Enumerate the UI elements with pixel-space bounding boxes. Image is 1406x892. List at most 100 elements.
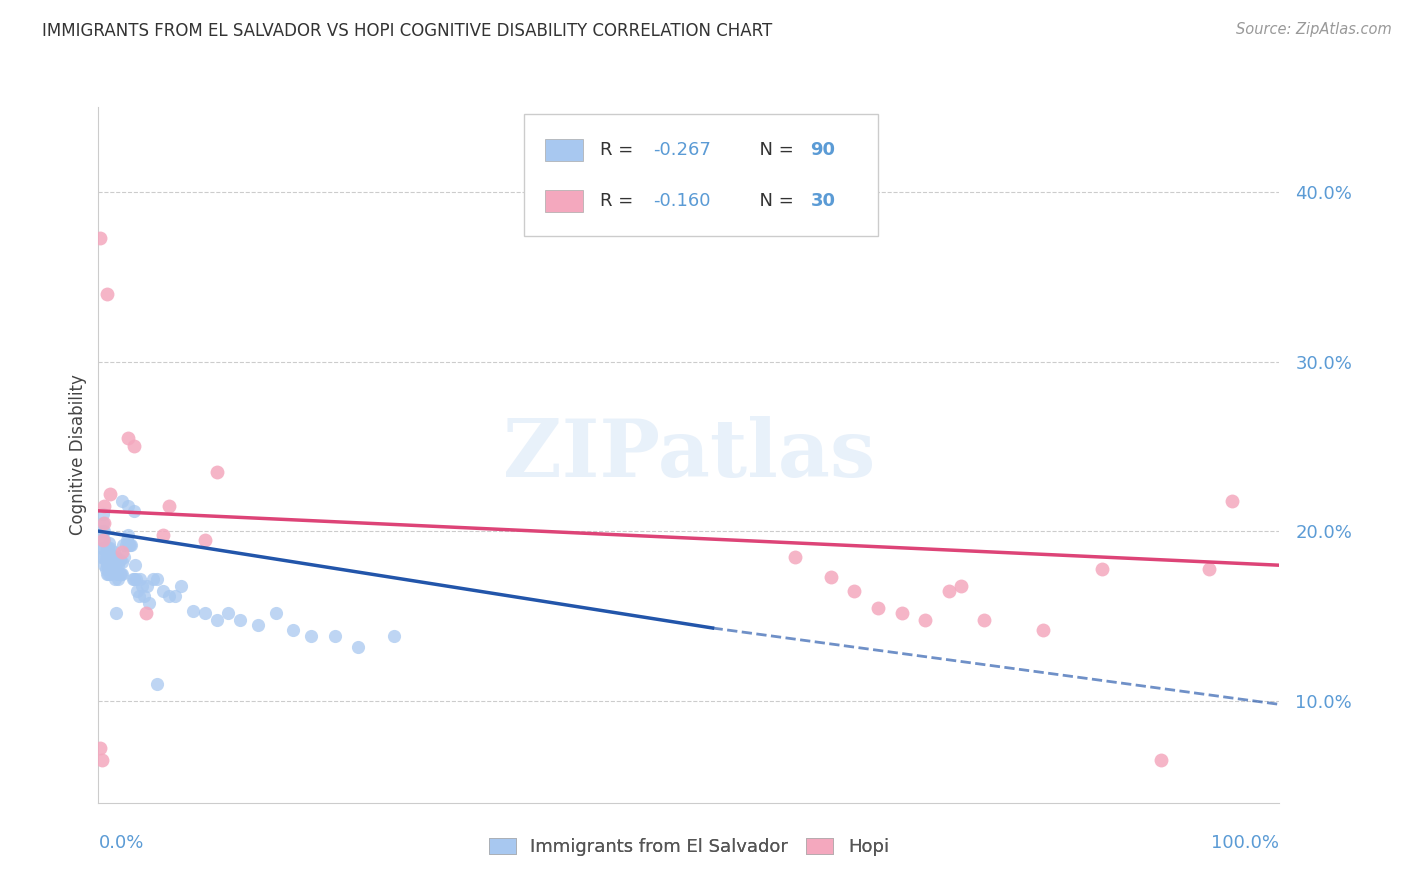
Point — [97, 558, 120, 573]
Point — [115, 533, 138, 547]
Point — [93, 541, 115, 556]
Point — [111, 566, 134, 581]
Point — [157, 499, 180, 513]
Point — [101, 561, 124, 575]
Point — [135, 606, 157, 620]
Point — [110, 566, 132, 581]
Point — [89, 741, 111, 756]
Point — [111, 544, 134, 558]
Text: 100.0%: 100.0% — [1212, 834, 1279, 852]
Point — [299, 630, 322, 644]
Point — [96, 558, 118, 573]
Point — [134, 589, 156, 603]
Text: IMMIGRANTS FROM EL SALVADOR VS HOPI COGNITIVE DISABILITY CORRELATION CHART: IMMIGRANTS FROM EL SALVADOR VS HOPI COGN… — [42, 22, 772, 40]
Point — [105, 606, 128, 620]
Point — [914, 613, 936, 627]
Point — [98, 566, 121, 581]
Point — [170, 578, 193, 592]
Point — [121, 572, 143, 586]
Point — [103, 555, 125, 569]
Point — [97, 566, 120, 581]
Point — [91, 524, 114, 539]
Point — [323, 630, 346, 644]
Point — [103, 544, 125, 558]
Point — [131, 578, 153, 592]
FancyBboxPatch shape — [523, 114, 877, 235]
Y-axis label: Cognitive Disability: Cognitive Disability — [69, 375, 87, 535]
Point — [1220, 493, 1243, 508]
Point — [114, 538, 136, 552]
Point — [108, 566, 131, 581]
Point — [93, 549, 115, 564]
Point — [283, 623, 305, 637]
Point — [127, 583, 149, 598]
Point — [347, 640, 370, 654]
Point — [785, 549, 807, 564]
Point — [98, 553, 121, 567]
Point — [104, 558, 127, 573]
Point — [97, 549, 120, 564]
Point — [866, 600, 889, 615]
Point — [93, 524, 115, 539]
Point — [124, 558, 146, 573]
Point — [105, 561, 128, 575]
Point — [112, 538, 135, 552]
Point — [152, 583, 174, 598]
Point — [949, 578, 972, 592]
Point — [217, 606, 239, 620]
Point — [112, 549, 135, 564]
Point — [157, 589, 180, 603]
Point — [94, 544, 117, 558]
Point — [107, 558, 129, 573]
Point — [125, 572, 148, 586]
Point — [111, 555, 134, 569]
Point — [194, 533, 217, 547]
Text: R =: R = — [600, 192, 640, 210]
Point — [96, 541, 118, 556]
Point — [205, 465, 228, 479]
Point — [117, 499, 139, 513]
Point — [96, 286, 118, 301]
Point — [142, 572, 165, 586]
Point — [91, 753, 114, 767]
Point — [844, 583, 866, 598]
Point — [98, 558, 121, 573]
Point — [135, 578, 157, 592]
Point — [138, 596, 160, 610]
Point — [1150, 753, 1173, 767]
Point — [122, 572, 145, 586]
Point — [890, 606, 912, 620]
Point — [152, 527, 174, 541]
Point — [94, 553, 117, 567]
Point — [146, 572, 169, 586]
Point — [1032, 623, 1054, 637]
FancyBboxPatch shape — [546, 190, 582, 212]
Point — [97, 541, 120, 556]
Point — [98, 544, 121, 558]
Text: R =: R = — [600, 141, 640, 159]
FancyBboxPatch shape — [546, 139, 582, 161]
Point — [146, 677, 169, 691]
Point — [122, 504, 145, 518]
Point — [120, 538, 142, 552]
Point — [91, 533, 114, 547]
Point — [1091, 561, 1114, 575]
Point — [100, 549, 122, 564]
Point — [96, 549, 118, 564]
Point — [93, 499, 115, 513]
Point — [98, 561, 121, 575]
Point — [382, 630, 405, 644]
Point — [1198, 561, 1220, 575]
Point — [98, 536, 121, 550]
Point — [181, 604, 204, 618]
Point — [111, 493, 134, 508]
Point — [128, 589, 150, 603]
Point — [104, 572, 127, 586]
Point — [90, 549, 112, 564]
Point — [108, 553, 131, 567]
Point — [107, 572, 129, 586]
Point — [91, 508, 114, 522]
Point — [117, 431, 139, 445]
Point — [94, 561, 117, 575]
Point — [100, 561, 122, 575]
